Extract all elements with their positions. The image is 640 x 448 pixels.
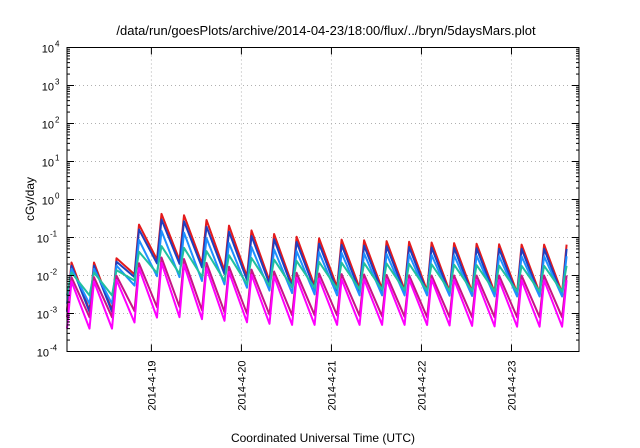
y-tick-label: 10 [42, 120, 54, 132]
y-tick-label: 10 [42, 82, 54, 94]
y-tick-exponent: -3 [50, 306, 58, 315]
x-tick-label: 2014-4-22 [416, 361, 428, 411]
y-tick-label: 10 [37, 310, 49, 322]
series-group [66, 212, 568, 330]
y-tick-exponent: 2 [55, 116, 60, 125]
y-tick-exponent: 4 [55, 40, 60, 49]
x-tick-label: 2014-4-21 [326, 361, 338, 411]
y-tick-label: 10 [37, 348, 49, 360]
y-tick-label: 10 [42, 196, 54, 208]
y-tick-exponent: -2 [50, 268, 58, 277]
grid [67, 47, 579, 352]
y-tick-label: 10 [37, 272, 49, 284]
x-axis-ticks: 2014-4-19 2014-4-20 2014-4-21 2014-4-22 2014… [146, 47, 518, 411]
y-axis-label: cGy/day [23, 177, 37, 221]
x-tick-label: 2014-4-19 [146, 361, 158, 411]
y-tick-exponent: -4 [50, 344, 58, 353]
y-tick-exponent: 1 [55, 154, 60, 163]
y-tick-exponent: -1 [50, 230, 58, 239]
chart-title: /data/run/goesPlots/archive/2014-04-23/1… [116, 23, 536, 38]
y-tick-exponent: 3 [55, 78, 60, 87]
series-line-4 [66, 245, 568, 297]
y-tick-label: 10 [42, 158, 54, 170]
series-line-6 [66, 261, 568, 330]
y-tick-label: 10 [42, 44, 54, 56]
y-tick-exponent: 0 [55, 192, 60, 201]
x-tick-label: 2014-4-23 [506, 361, 518, 411]
x-tick-label: 2014-4-20 [236, 361, 248, 411]
x-axis-label: Coordinated Universal Time (UTC) [231, 431, 415, 445]
y-tick-label: 10 [37, 234, 49, 246]
